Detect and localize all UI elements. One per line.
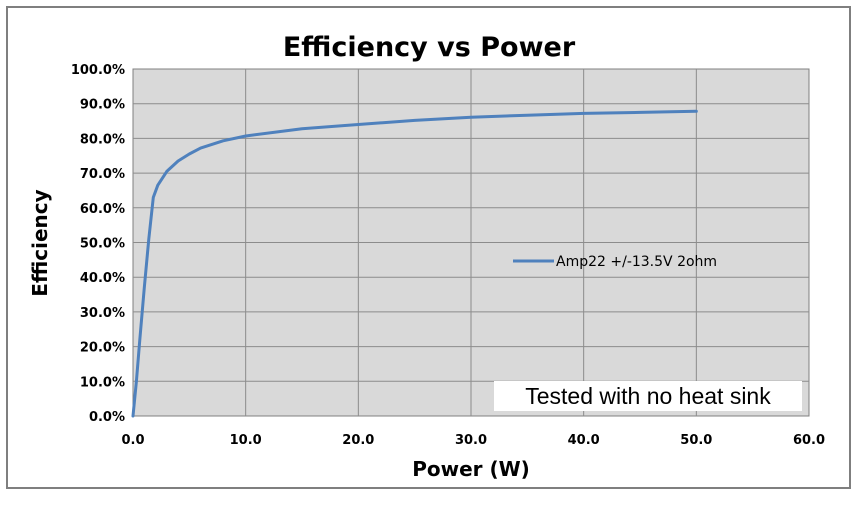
legend: Amp22 +/-13.5V 2ohm bbox=[513, 254, 717, 270]
x-tick-label: 50.0 bbox=[680, 433, 712, 448]
annotation-text: Tested with no heat sink bbox=[525, 383, 771, 409]
y-tick-label: 90.0% bbox=[80, 98, 125, 113]
y-tick-label: 40.0% bbox=[80, 271, 125, 286]
grid-lines bbox=[133, 69, 809, 416]
x-axis-ticks: 0.0 10.0 20.0 30.0 40.0 50.0 60.0 bbox=[121, 433, 825, 448]
annotation-box bbox=[494, 381, 802, 411]
series-layer bbox=[131, 109, 698, 418]
y-tick-label: 100.0% bbox=[71, 63, 125, 78]
y-tick-label: 10.0% bbox=[80, 375, 125, 390]
x-axis-title: Power (W) bbox=[412, 457, 530, 481]
x-tick-label: 0.0 bbox=[121, 433, 144, 448]
y-tick-label: 20.0% bbox=[80, 341, 125, 356]
y-axis-title: Efficiency bbox=[28, 189, 52, 296]
x-tick-label: 20.0 bbox=[342, 433, 374, 448]
x-tick-label: 40.0 bbox=[568, 433, 600, 448]
x-tick-label: 10.0 bbox=[230, 433, 262, 448]
series-line-amp22 bbox=[131, 109, 698, 418]
y-tick-label: 70.0% bbox=[80, 167, 125, 182]
x-tick-label: 60.0 bbox=[793, 433, 825, 448]
y-tick-label: 50.0% bbox=[80, 237, 125, 252]
y-tick-label: 0.0% bbox=[89, 410, 125, 425]
y-tick-label: 30.0% bbox=[80, 306, 125, 321]
x-tick-label: 30.0 bbox=[455, 433, 487, 448]
chart-title: Efficiency vs Power bbox=[283, 32, 576, 63]
y-tick-label: 80.0% bbox=[80, 132, 125, 147]
y-tick-label: 60.0% bbox=[80, 202, 125, 217]
y-axis-ticks: 0.0% 10.0% 20.0% 30.0% 40.0% 50.0% 60.0% 70.0% 8… bbox=[71, 63, 125, 425]
legend-label-amp22: Amp22 +/-13.5V 2ohm bbox=[556, 254, 717, 270]
